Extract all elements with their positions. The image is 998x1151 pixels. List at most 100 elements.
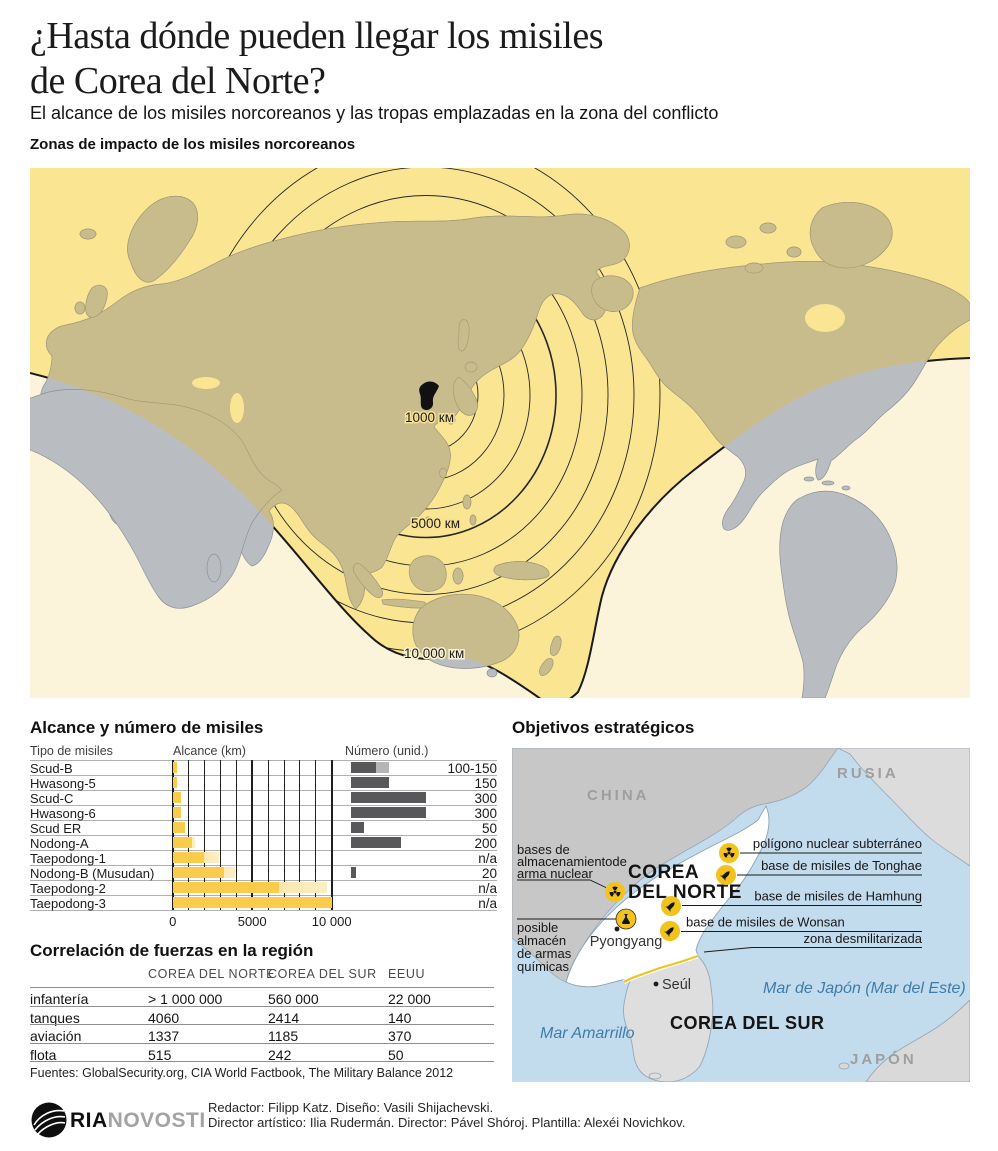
label-chemical-1: posible — [517, 920, 558, 935]
number-value: 200 — [474, 836, 497, 851]
radiation-icon — [719, 843, 739, 863]
label-hamhung: base de misiles de Hamhung — [754, 889, 922, 904]
missile-row-label: Taepodong-3 — [30, 896, 106, 911]
row-separator — [30, 820, 497, 821]
row-separator — [30, 865, 497, 866]
ring-label-10000: 10 000 км — [404, 646, 464, 661]
forces-value: 560 000 — [268, 991, 319, 1007]
label-nuclear-storage-3: arma nuclear — [517, 866, 594, 881]
row-separator — [30, 910, 497, 911]
missile-row-label: Nodong-A — [30, 836, 89, 851]
label-nuclear-storage-2: almacenamientode — [517, 854, 627, 869]
chemical-weapons-icon — [615, 908, 637, 930]
range-gridline — [283, 760, 285, 910]
range-gridline — [204, 760, 205, 910]
forces-value: 1185 — [268, 1028, 299, 1045]
inland-seas — [192, 304, 845, 423]
logo-novosti: NOVOSTI — [107, 1109, 206, 1132]
forces-value: > 1 000 000 — [148, 991, 223, 1007]
label-corea-sur: COREA DEL SUR — [670, 1013, 825, 1033]
forces-row-label: flota — [30, 1046, 57, 1063]
forces-section-title: Correlación de fuerzas en la región — [30, 941, 314, 960]
missile-row-label: Hwasong-5 — [30, 776, 96, 791]
page-title-line1: ¿Hasta dónde pueden llegar los misiles — [30, 15, 604, 57]
label-seoul: Seúl — [662, 977, 691, 993]
number-value: n/a — [478, 896, 497, 911]
col-range-header: Alcance (km) — [173, 744, 246, 758]
range-bar — [172, 837, 192, 848]
range-gridline — [251, 760, 254, 910]
forces-value: 515 — [148, 1046, 172, 1063]
dmz-line — [623, 954, 699, 983]
forces-value: 140 — [388, 1009, 412, 1026]
number-bar — [351, 762, 376, 773]
range-gridline — [188, 760, 190, 910]
label-nuclear-storage-1: bases de — [517, 842, 570, 857]
forces-value: 22 000 — [388, 991, 431, 1007]
label-tonghae: base de misiles de Tonghae — [761, 858, 922, 873]
missile-row-label: Scud-C — [30, 791, 74, 806]
page-title: ¿Hasta dónde pueden llegar los misiles d… — [30, 14, 604, 104]
dmz-label-line — [703, 947, 922, 953]
forces-col-sk: COREA DEL SUR — [268, 967, 377, 981]
japan-shape — [865, 999, 970, 1082]
row-separator — [30, 880, 497, 881]
strategic-map: CHINA RUSIA COREA DEL NORTE COREA DEL SU… — [512, 748, 970, 1082]
number-bar — [351, 792, 426, 803]
number-value: 20 — [481, 866, 497, 881]
row-separator — [30, 850, 497, 851]
label-pyongyang: Pyongyang — [590, 934, 663, 950]
number-bar — [351, 867, 356, 878]
number-value: 300 — [474, 791, 497, 806]
seoul-dot — [653, 981, 659, 987]
ria-novosti-logo: RIANOVOSTI — [30, 1101, 205, 1139]
globe-icon — [31, 1102, 67, 1138]
range-gridline — [299, 760, 301, 910]
world-range-map: 1000 км 5000 км 10 000 км — [30, 168, 970, 698]
range-gridline — [171, 760, 174, 910]
credits-line2: Director artístico: Ilia Rudermán. Direc… — [208, 1114, 686, 1130]
pyongyang-dot — [614, 926, 620, 932]
label-chemical-4: químicas — [517, 959, 570, 974]
sources-note: Fuentes: GlobalSecurity.org, CIA World F… — [30, 1066, 454, 1080]
number-value: 50 — [481, 821, 497, 836]
missile-row-label: Taepodong-2 — [30, 881, 106, 896]
col-number-header: Número (unid.) — [345, 744, 429, 758]
missile-icon — [660, 921, 680, 941]
label-china: CHINA — [587, 787, 650, 804]
number-value: n/a — [478, 881, 497, 896]
label-wonsan: base de misiles de Wonsan — [686, 915, 845, 930]
axis-tick: 10 000 — [311, 914, 352, 929]
missile-row-label: Scud-B — [30, 761, 73, 776]
forces-value: 1337 — [148, 1028, 180, 1045]
forces-value: 242 — [268, 1046, 292, 1063]
range-bar — [172, 807, 181, 818]
range-bar — [172, 762, 178, 773]
row-separator — [30, 760, 497, 761]
label-dmz: zona desmilitarizada — [803, 931, 922, 946]
credits-line1: Redactor: Filipp Katz. Diseño: Vasili Sh… — [208, 1100, 494, 1115]
range-bar — [172, 777, 178, 788]
range-bar — [172, 897, 332, 908]
jeju-island — [648, 1072, 662, 1080]
row-separator — [30, 790, 497, 791]
page-subtitle: El alcance de los misiles norcoreanos y … — [30, 103, 719, 123]
number-bar — [351, 807, 426, 818]
page-title-line2: de Corea del Norte? — [30, 60, 326, 102]
forces-value: 4060 — [148, 1009, 180, 1026]
ring-label-5000: 5000 км — [411, 516, 460, 531]
col-type-header: Tipo de misiles — [30, 744, 113, 758]
row-separator — [30, 805, 497, 806]
russia-shape — [837, 748, 970, 867]
number-value: n/a — [478, 851, 497, 866]
strategic-section-title: Objetivos estratégicos — [512, 718, 695, 737]
missile-chart: Tipo de misiles Alcance (km) Número (uni… — [30, 742, 497, 934]
radiation-icon — [605, 882, 625, 902]
nuclear-storage-line — [517, 879, 608, 889]
number-bar — [351, 822, 364, 833]
missile-row-label: Taepodong-1 — [30, 851, 106, 866]
label-mar-japon: Mar de Japón (Mar del Este) — [763, 980, 966, 997]
forces-row-label: aviación — [30, 1028, 82, 1045]
missile-row-label: Nodong-B (Musudan) — [30, 866, 155, 881]
forces-separator — [30, 1042, 494, 1044]
